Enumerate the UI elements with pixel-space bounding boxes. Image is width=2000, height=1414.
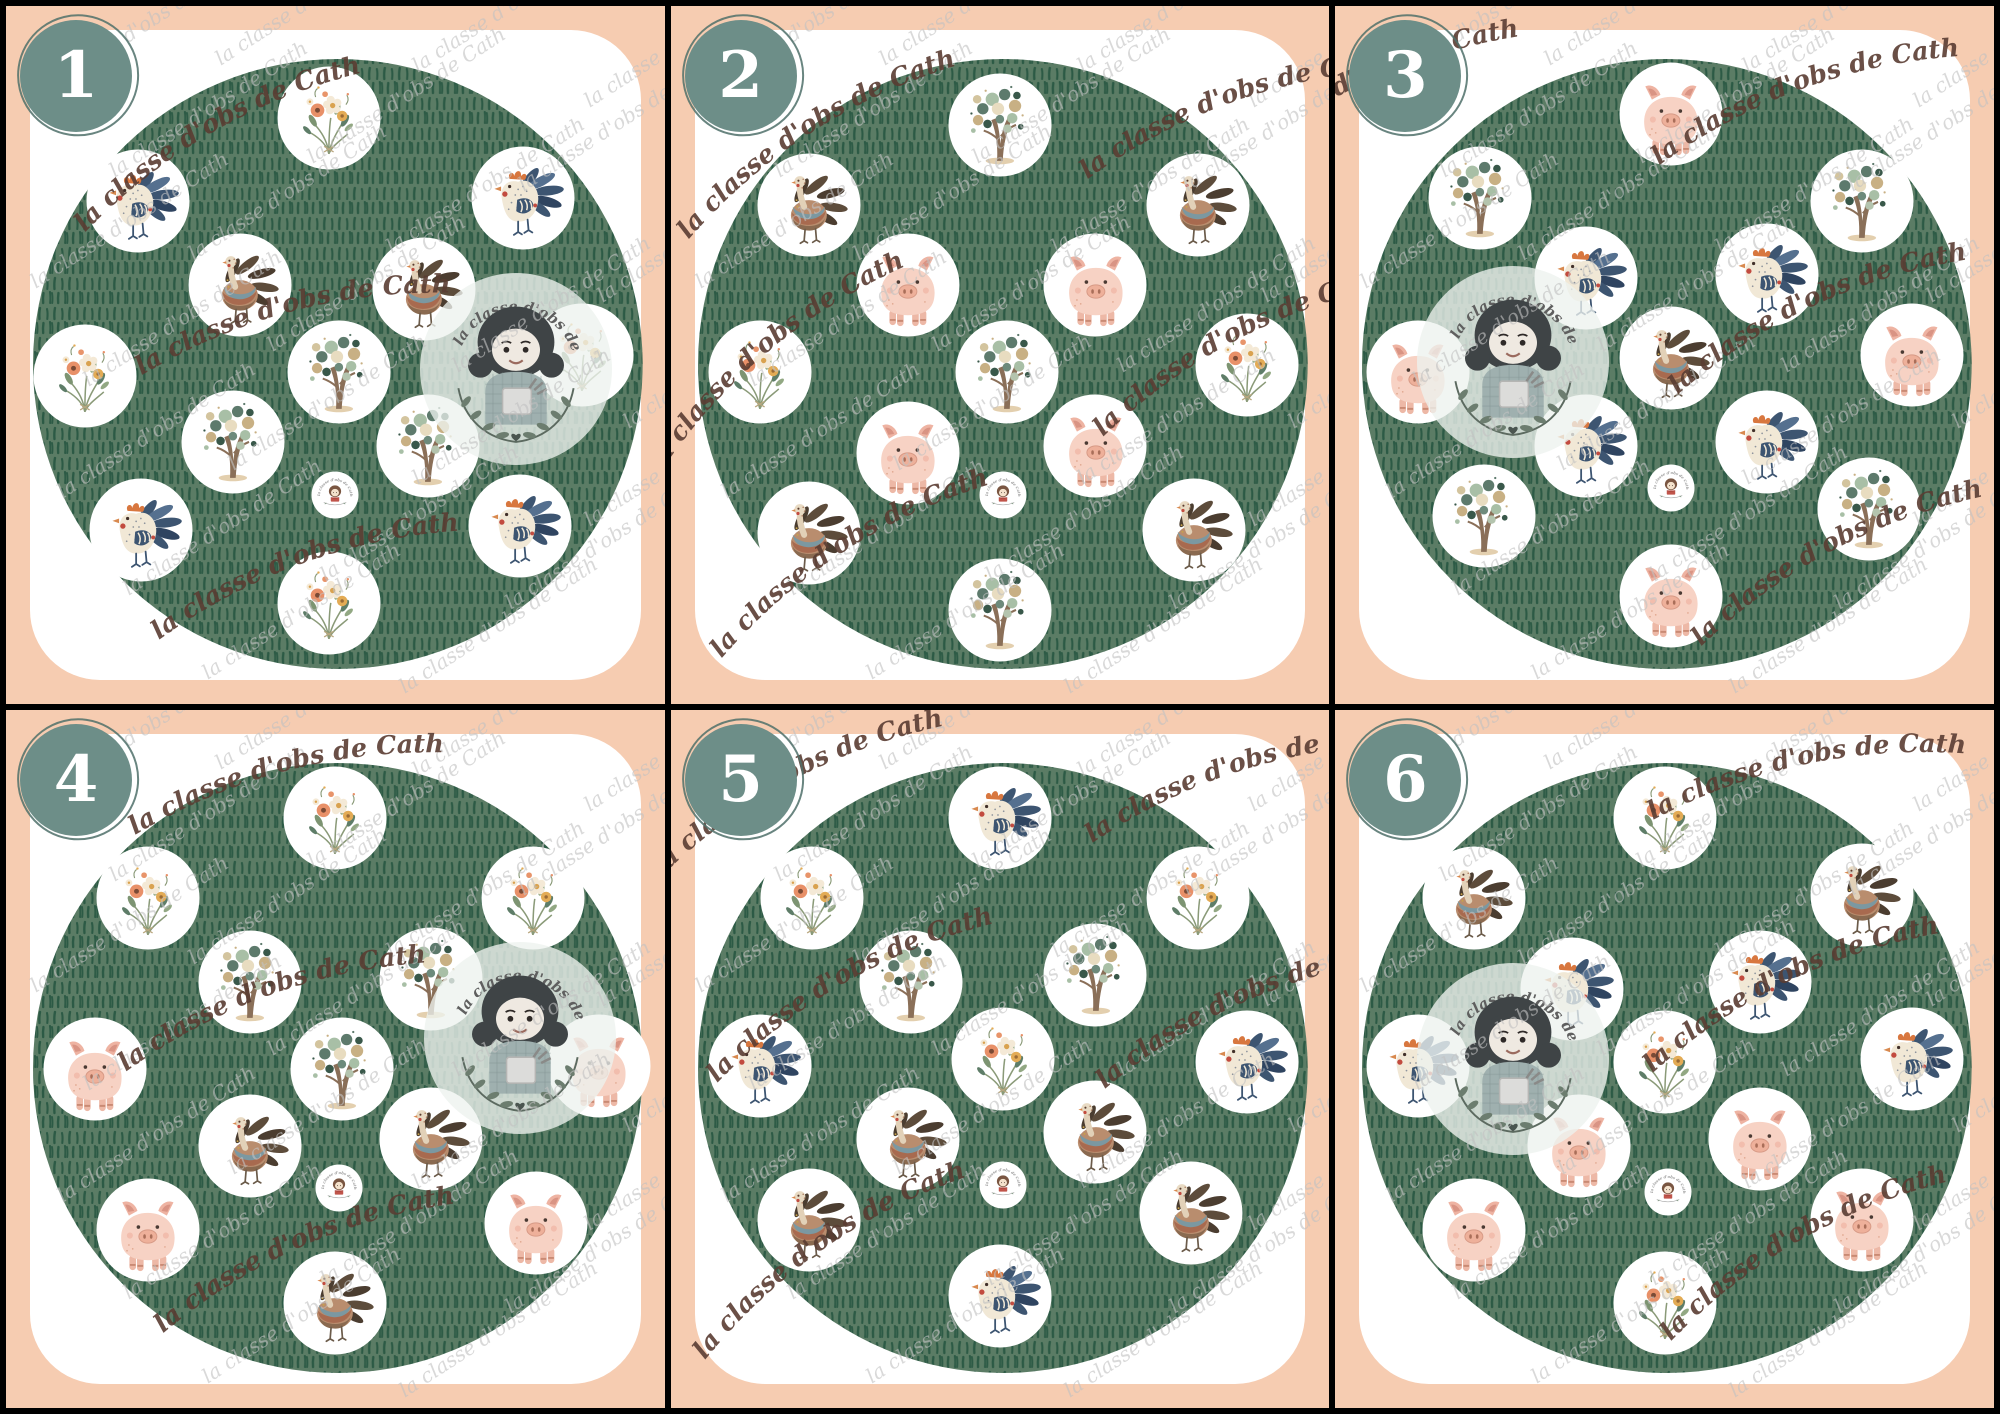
card-number-badge: 1: [20, 20, 132, 132]
token-tree-icon[interactable]: [181, 390, 285, 494]
game-card-2: la classe d'obs de Cath la classe d'obs …: [670, 6, 1330, 704]
token-rooster-icon[interactable]: [89, 478, 193, 581]
token-flower-bouquet-icon[interactable]: [1613, 1010, 1717, 1114]
token-logo-badge-icon[interactable]: la classe d'obs de Cath: [979, 1161, 1027, 1209]
token-logo-badge-icon[interactable]: la classe d'obs de Cath: [1644, 1168, 1692, 1216]
token-turkey-icon[interactable]: [757, 1168, 861, 1272]
token-flower-bouquet-icon[interactable]: [481, 846, 585, 950]
game-card-5: la classe d'obs de Cath la classe d'obs …: [670, 710, 1330, 1408]
token-rooster-icon[interactable]: [1715, 223, 1819, 327]
token-logo-badge-icon[interactable]: la classe d'obs de Cath: [979, 471, 1027, 519]
token-pig-icon[interactable]: [1043, 233, 1147, 337]
token-turkey-icon[interactable]: [198, 1094, 302, 1198]
token-turkey-icon[interactable]: [188, 233, 292, 337]
token-rooster-icon[interactable]: [86, 149, 190, 253]
token-tree-icon[interactable]: [1428, 146, 1532, 250]
card-number-badge: 3: [1349, 20, 1462, 132]
token-turkey-icon[interactable]: [1619, 306, 1723, 410]
token-flower-bouquet-icon[interactable]: [1146, 846, 1250, 950]
token-rooster-icon[interactable]: [1708, 930, 1812, 1034]
token-flower-bouquet-icon[interactable]: [708, 320, 812, 424]
token-rooster-icon[interactable]: [1195, 1010, 1299, 1114]
game-card-6: la classe d'obs de Cath la classe d'obs …: [1335, 710, 1994, 1408]
token-tree-icon[interactable]: [1810, 149, 1914, 253]
card-number-badge: 4: [20, 724, 132, 836]
girl-watermark-icon: la classe d'obs de Cath: [420, 272, 613, 465]
card-number: 3: [1383, 38, 1428, 113]
token-rooster-icon[interactable]: [948, 1244, 1052, 1348]
token-tree-icon[interactable]: [198, 930, 302, 1034]
token-turkey-icon[interactable]: [1139, 1161, 1243, 1265]
token-flower-bouquet-icon[interactable]: [277, 551, 381, 655]
token-pig-icon[interactable]: [1043, 394, 1147, 498]
token-flower-bouquet-icon[interactable]: [1195, 313, 1299, 417]
token-rooster-icon[interactable]: [708, 1014, 812, 1118]
token-turkey-icon[interactable]: [757, 153, 861, 257]
token-pig-icon[interactable]: [1708, 1087, 1812, 1191]
card-number-badge: 5: [684, 724, 797, 836]
token-tree-icon[interactable]: [859, 930, 963, 1034]
token-turkey-icon[interactable]: [1422, 846, 1526, 950]
token-logo-badge-icon[interactable]: la classe d'obs de Cath: [311, 471, 359, 519]
token-rooster-icon[interactable]: [468, 474, 572, 578]
token-pig-icon[interactable]: [1619, 544, 1723, 648]
token-pig-icon[interactable]: [96, 1178, 200, 1282]
game-card-4: la classe d'obs de Cath la classe d'obs …: [6, 710, 665, 1408]
card-number: 2: [718, 38, 763, 113]
card-number-badge: 2: [684, 20, 797, 132]
token-turkey-icon[interactable]: [1810, 843, 1914, 947]
card-number: 5: [718, 742, 763, 817]
token-logo-badge-icon[interactable]: la classe d'obs de Cath: [1647, 464, 1695, 512]
token-turkey-icon[interactable]: [283, 1251, 387, 1355]
token-tree-icon[interactable]: [1432, 464, 1536, 568]
token-pig-icon[interactable]: [856, 233, 960, 337]
token-rooster-icon[interactable]: [471, 146, 575, 250]
game-card-1: la classe d'obs de Cath la classe d'obs …: [6, 6, 665, 704]
token-flower-bouquet-icon[interactable]: [33, 324, 137, 428]
card-number-badge: 6: [1349, 724, 1462, 836]
token-tree-icon[interactable]: [1043, 923, 1147, 1027]
token-flower-bouquet-icon[interactable]: [1613, 766, 1717, 870]
token-pig-icon[interactable]: [856, 401, 960, 505]
token-flower-bouquet-icon[interactable]: [96, 846, 200, 950]
token-flower-bouquet-icon[interactable]: [1613, 1251, 1717, 1355]
token-rooster-icon[interactable]: [948, 766, 1052, 870]
token-tree-icon[interactable]: [290, 1017, 394, 1121]
token-turkey-icon[interactable]: [757, 481, 861, 585]
token-pig-icon[interactable]: [43, 1017, 147, 1121]
token-flower-bouquet-icon[interactable]: [760, 846, 864, 950]
card-number: 4: [53, 742, 99, 817]
card-number: 1: [53, 38, 99, 113]
girl-watermark-icon: la classe d'obs de Cath: [423, 942, 616, 1135]
token-flower-bouquet-icon[interactable]: [951, 1007, 1055, 1111]
token-turkey-icon[interactable]: [1043, 1080, 1147, 1184]
girl-watermark-icon: la classe d'obs de Cath: [1417, 963, 1610, 1155]
token-rooster-icon[interactable]: [1860, 1007, 1964, 1111]
token-pig-icon[interactable]: [1810, 1168, 1914, 1272]
token-tree-icon[interactable]: [948, 558, 1052, 662]
token-tree-icon[interactable]: [948, 73, 1052, 177]
token-flower-bouquet-icon[interactable]: [283, 766, 387, 870]
card-number: 6: [1383, 742, 1428, 817]
token-tree-icon[interactable]: [287, 320, 391, 424]
girl-watermark-icon: la classe d'obs de Cath: [1417, 265, 1610, 458]
token-pig-icon[interactable]: [1422, 1178, 1526, 1282]
token-flower-bouquet-icon[interactable]: [277, 66, 381, 170]
token-logo-badge-icon[interactable]: la classe d'obs de Cath: [315, 1164, 363, 1212]
token-pig-icon[interactable]: [1619, 62, 1723, 166]
token-tree-icon[interactable]: [955, 320, 1059, 424]
token-tree-icon[interactable]: [1817, 457, 1921, 561]
token-pig-icon[interactable]: [1860, 303, 1964, 407]
token-turkey-icon[interactable]: [1146, 153, 1250, 257]
token-rooster-icon[interactable]: [1715, 390, 1819, 494]
token-turkey-icon[interactable]: [1142, 478, 1246, 581]
game-card-3: la classe d'obs de Cath la classe d'obs …: [1335, 6, 1994, 704]
token-pig-icon[interactable]: [484, 1171, 588, 1275]
token-turkey-icon[interactable]: [856, 1087, 960, 1191]
